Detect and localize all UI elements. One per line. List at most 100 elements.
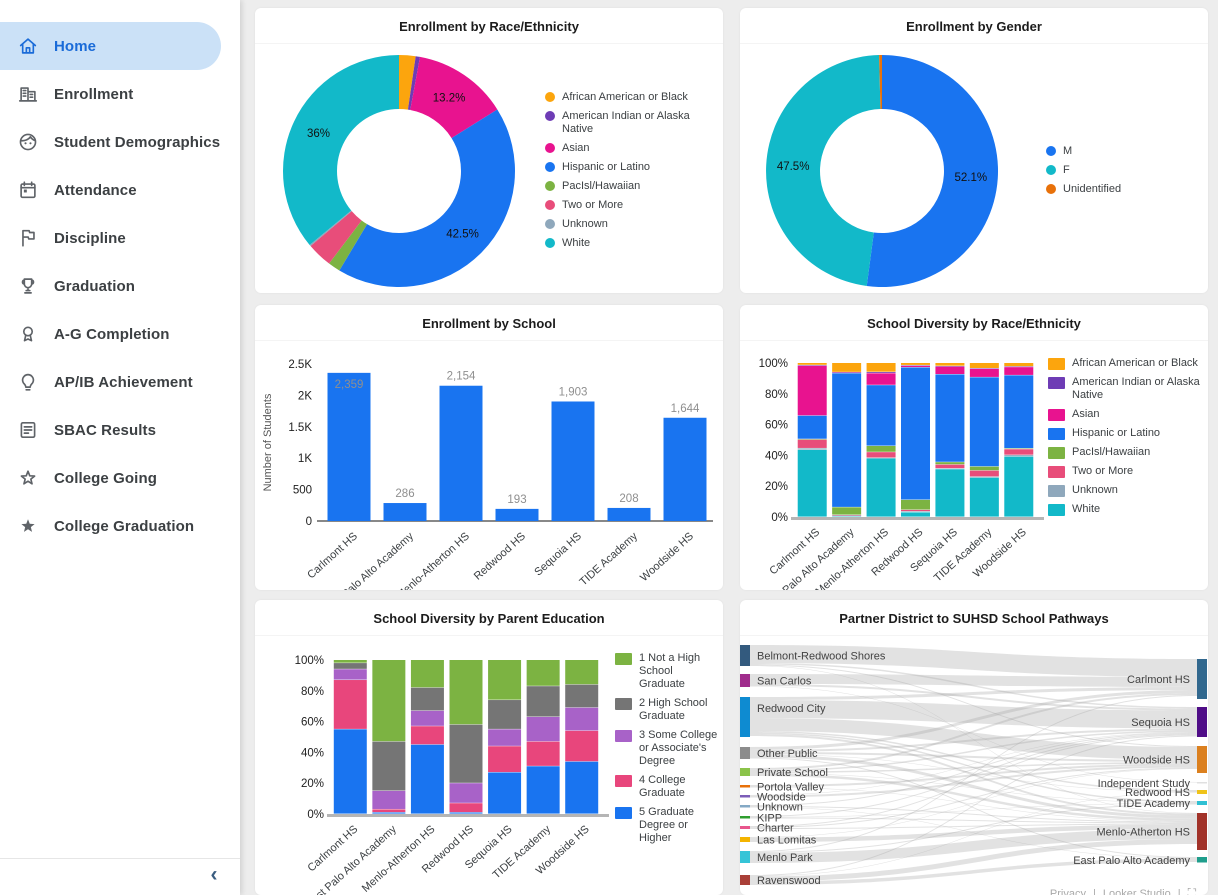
bar-woodside-hs[interactable] <box>663 417 707 521</box>
bar-tide-academy[interactable] <box>607 507 651 521</box>
sankey-link[interactable] <box>750 765 1197 798</box>
sankey-link[interactable] <box>750 754 1197 792</box>
stack-segment[interactable] <box>969 477 999 517</box>
sidebar-item-student-demographics[interactable]: Student Demographics <box>0 118 221 166</box>
sankey-node-sequoia-hs[interactable] <box>1197 707 1207 737</box>
stack-segment[interactable] <box>449 660 483 725</box>
sankey-link[interactable] <box>750 734 1197 828</box>
parent-ed-stacked-chart[interactable]: 0% 20% 40% 60% 80% 100% Carlmont HS East Palo A… <box>255 636 611 895</box>
sankey-link[interactable] <box>750 829 1197 863</box>
stack-segment[interactable] <box>1004 455 1034 457</box>
sankey-node-other-public[interactable] <box>740 747 750 759</box>
stack-segment[interactable] <box>969 363 999 368</box>
sankey-link[interactable] <box>750 787 1197 822</box>
sankey-link[interactable] <box>750 663 1197 709</box>
stack-segment[interactable] <box>372 812 406 814</box>
sankey-chart[interactable]: Belmont-Redwood Shores San Carlos Redwood … <box>740 640 1208 892</box>
stack-segment[interactable] <box>797 365 827 416</box>
donut-slice[interactable] <box>407 56 421 111</box>
sidebar-item-ap-ib-achievement[interactable]: AP/IB Achievement <box>0 358 221 406</box>
stack-segment[interactable] <box>449 803 483 813</box>
sankey-link[interactable] <box>750 762 1197 773</box>
stack-segment[interactable] <box>901 365 930 368</box>
sankey-link[interactable] <box>750 693 1197 770</box>
stack-segment[interactable] <box>969 466 999 471</box>
sankey-link[interactable] <box>750 773 1197 822</box>
stack-segment[interactable] <box>372 790 406 809</box>
sankey-link[interactable] <box>750 686 1197 783</box>
stack-segment[interactable] <box>488 772 522 814</box>
sankey-node-unknown[interactable] <box>740 805 750 808</box>
sankey-link[interactable] <box>750 734 1197 816</box>
stack-segment[interactable] <box>410 744 444 814</box>
sankey-node-private-school[interactable] <box>740 768 750 776</box>
sankey-link[interactable] <box>750 687 1197 700</box>
sankey-link[interactable] <box>750 732 1197 803</box>
stack-segment[interactable] <box>935 374 965 462</box>
stack-segment[interactable] <box>866 372 896 373</box>
stack-segment[interactable] <box>866 363 896 372</box>
sankey-link[interactable] <box>750 735 1197 877</box>
sankey-node-east-palo-alto-academy[interactable] <box>1197 857 1207 863</box>
stack-segment[interactable] <box>935 464 965 469</box>
stack-segment[interactable] <box>333 660 367 663</box>
sankey-node-redwood-hs[interactable] <box>1197 790 1207 794</box>
stack-segment[interactable] <box>797 363 827 365</box>
stack-segment[interactable] <box>866 452 896 458</box>
sankey-link[interactable] <box>750 763 1197 788</box>
sidebar-item-sbac-results[interactable]: SBAC Results <box>0 406 221 454</box>
stack-segment[interactable] <box>901 509 930 512</box>
stack-segment[interactable] <box>935 469 965 517</box>
stack-segment[interactable] <box>488 746 522 773</box>
stack-segment[interactable] <box>372 660 406 742</box>
stack-segment[interactable] <box>449 812 483 814</box>
donut-slice[interactable] <box>879 55 882 110</box>
sidebar-collapse-button[interactable]: ‹ <box>210 863 218 886</box>
stack-segment[interactable] <box>797 449 827 517</box>
donut-slice[interactable] <box>766 55 881 286</box>
stack-segment[interactable] <box>866 385 896 446</box>
sankey-link[interactable] <box>750 803 1197 818</box>
stack-segment[interactable] <box>526 716 560 742</box>
bar-menlo-atherton-hs[interactable] <box>439 385 483 521</box>
stack-segment[interactable] <box>565 761 599 814</box>
sankey-node-menlo-park[interactable] <box>740 851 750 863</box>
stack-segment[interactable] <box>565 660 599 685</box>
sankey-link[interactable] <box>750 773 1197 803</box>
sankey-node-san-carlos[interactable] <box>740 674 750 687</box>
expand-icon[interactable]: ⛶ <box>1187 886 1196 895</box>
stack-segment[interactable] <box>1004 456 1034 517</box>
stack-segment[interactable] <box>969 476 999 478</box>
sidebar-item-enrollment[interactable]: Enrollment <box>0 70 221 118</box>
school-bar-chart[interactable]: 0 500 1K 1.5K 2K 2.5K Number of Students 2,359 C… <box>255 341 723 590</box>
stack-segment[interactable] <box>1004 367 1034 375</box>
donut-slice[interactable] <box>283 55 399 245</box>
sidebar-item-college-graduation[interactable]: College Graduation <box>0 502 221 550</box>
sankey-link[interactable] <box>750 645 1197 677</box>
looker-studio-link[interactable]: Looker Studio <box>1102 887 1171 895</box>
sankey-link[interactable] <box>750 674 1197 687</box>
stack-segment[interactable] <box>565 684 599 708</box>
stack-segment[interactable] <box>797 439 827 448</box>
sankey-link[interactable] <box>750 817 1197 824</box>
sankey-link[interactable] <box>750 665 1197 814</box>
sankey-node-kipp[interactable] <box>740 816 750 819</box>
stack-segment[interactable] <box>410 660 444 688</box>
stack-segment[interactable] <box>565 707 599 731</box>
stack-segment[interactable] <box>565 730 599 762</box>
gender-donut-chart[interactable]: 52.1% 47.5% <box>740 44 1030 293</box>
sankey-node-tide-academy[interactable] <box>1197 801 1207 805</box>
stack-segment[interactable] <box>488 729 522 746</box>
sidebar-item-a-g-completion[interactable]: A-G Completion <box>0 310 221 358</box>
donut-slice[interactable] <box>329 220 368 271</box>
sankey-node-independent-study[interactable] <box>1197 782 1207 784</box>
stack-segment[interactable] <box>372 809 406 813</box>
stack-segment[interactable] <box>333 669 367 680</box>
donut-slice[interactable] <box>339 109 515 287</box>
stack-segment[interactable] <box>935 366 965 374</box>
sankey-link[interactable] <box>750 690 1197 750</box>
sankey-node-redwood-city[interactable] <box>740 697 750 737</box>
sankey-link[interactable] <box>750 754 1197 819</box>
stack-segment[interactable] <box>410 710 444 726</box>
sidebar-item-college-going[interactable]: College Going <box>0 454 221 502</box>
